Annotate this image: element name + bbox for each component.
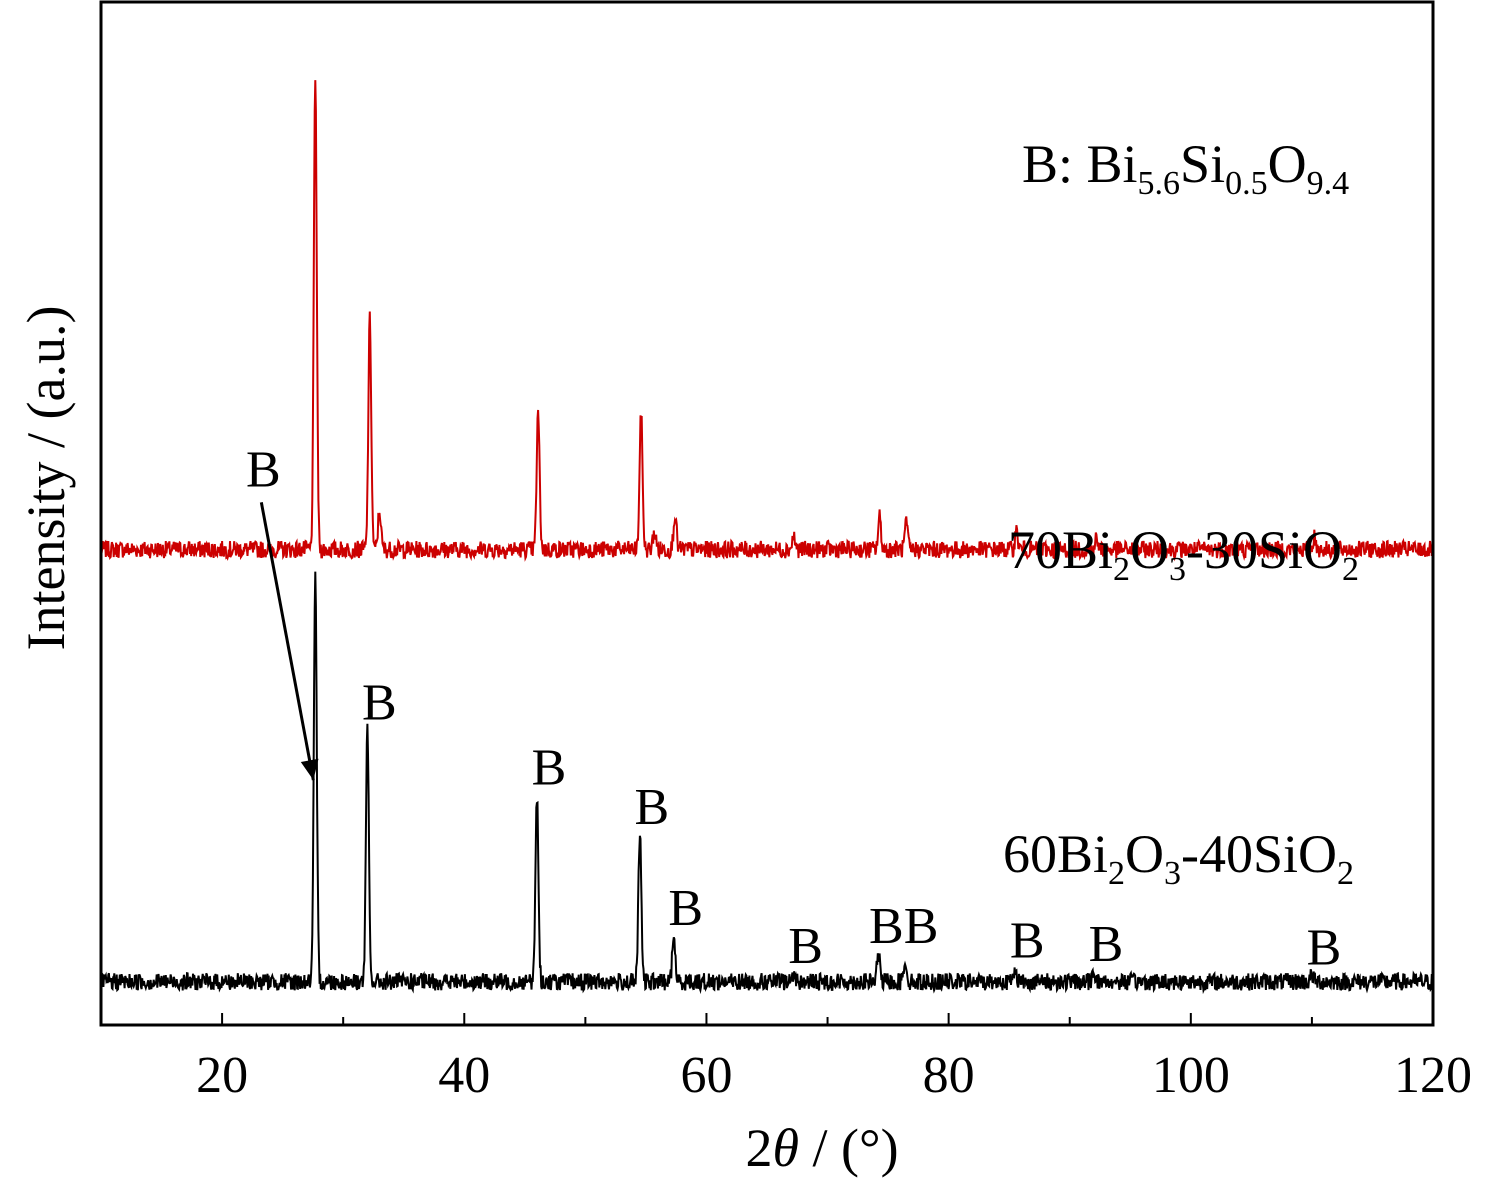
- peak-marker-label: B: [668, 880, 703, 937]
- peak-marker-label: B: [635, 779, 670, 836]
- series-label-70: 70Bi2O3-30SiO2: [1008, 520, 1359, 588]
- plot-frame: [99, 0, 1435, 1027]
- x-tick-label: 20: [196, 1047, 248, 1104]
- y-axis-label: Intensity / (a.u.): [16, 306, 76, 651]
- x-axis-label: 2θ / (°): [745, 1118, 898, 1178]
- legend-note: B: Bi5.6Si0.5O9.4: [1022, 134, 1349, 202]
- peak-marker-label: B: [246, 441, 281, 498]
- peak-marker-label: B: [1010, 912, 1045, 969]
- peak-marker-label: B: [788, 918, 823, 975]
- series-layer: [100, 80, 1434, 995]
- x-tick-label: 60: [680, 1047, 732, 1104]
- peak-marker-arrow: [259, 502, 315, 781]
- peak-marker-label: BB: [869, 898, 938, 955]
- x-tick-label: 40: [438, 1047, 490, 1104]
- peak-marker-arrowhead: [300, 758, 319, 781]
- series-line-1: [100, 571, 1434, 995]
- peak-marker-label: B: [362, 675, 397, 732]
- x-tick-label: 120: [1394, 1047, 1472, 1104]
- peak-marker-label: B: [1089, 916, 1124, 973]
- x-tick-label: 100: [1152, 1047, 1230, 1104]
- peak-marker-label: B: [532, 739, 567, 796]
- series-line-0: [100, 80, 1434, 562]
- peak-marker-label: B: [1307, 920, 1342, 977]
- series-label-60: 60Bi2O3-40SiO2: [1003, 824, 1354, 892]
- x-ticks: 20 40 60 80 100 120: [100, 1013, 1472, 1104]
- x-tick-label: 80: [923, 1047, 975, 1104]
